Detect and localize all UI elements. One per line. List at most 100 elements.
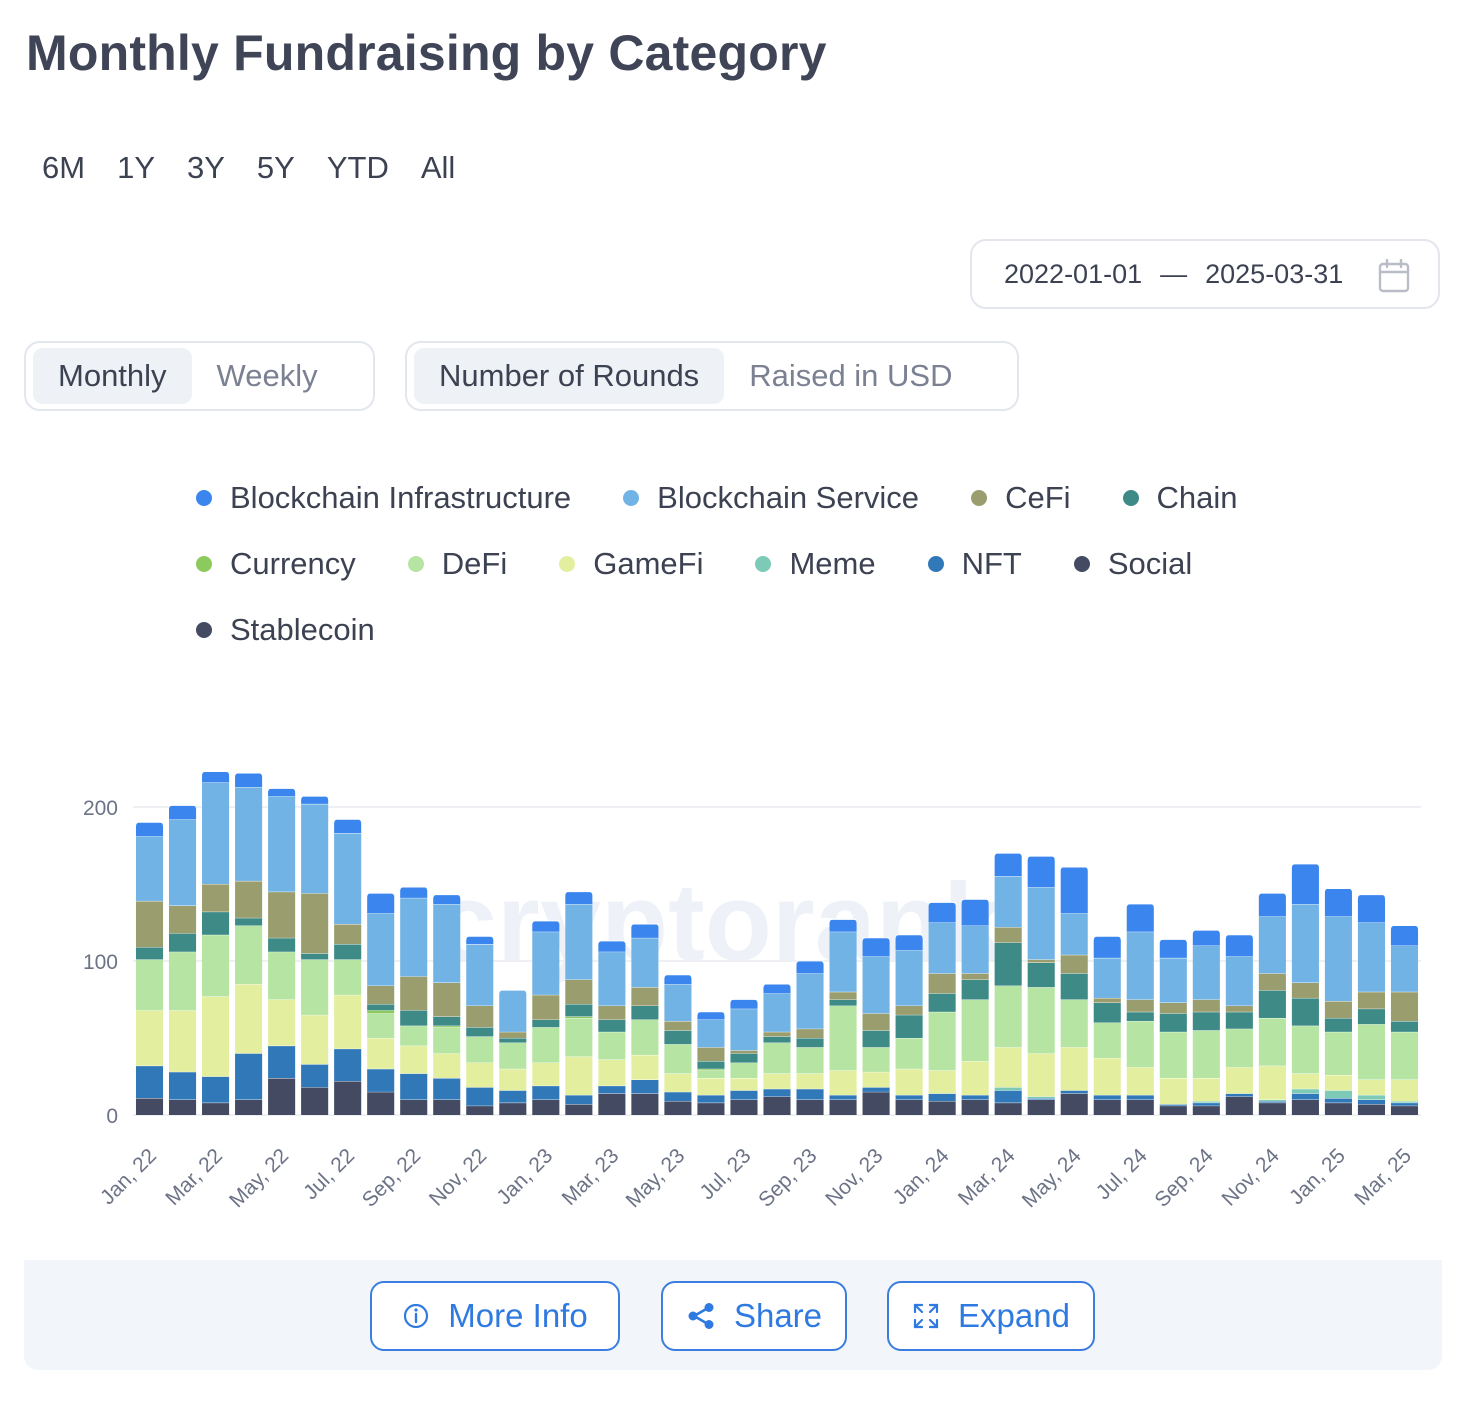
bar-segment[interactable] xyxy=(1258,1065,1286,1100)
bar-segment[interactable] xyxy=(235,880,263,918)
bar-segment[interactable] xyxy=(763,993,791,1032)
bar-segment[interactable] xyxy=(829,919,857,932)
bar-segment[interactable] xyxy=(1225,1028,1253,1068)
bar-segment[interactable] xyxy=(631,937,659,988)
bar-segment[interactable] xyxy=(235,984,263,1054)
bar-segment[interactable] xyxy=(862,937,890,957)
bar-segment[interactable] xyxy=(862,1030,890,1048)
bar-segment[interactable] xyxy=(862,1087,890,1092)
bar-segment[interactable] xyxy=(168,1099,197,1115)
bar-segment[interactable] xyxy=(1225,1005,1253,1012)
bar-segment[interactable] xyxy=(499,1068,527,1091)
bar-segment[interactable] xyxy=(367,913,395,986)
range-1y-button[interactable]: 1Y xyxy=(101,146,171,190)
bar-segment[interactable] xyxy=(1357,1104,1386,1115)
bar-segment[interactable] xyxy=(631,1054,659,1080)
bar-segment[interactable] xyxy=(631,1005,659,1020)
bar-segment[interactable] xyxy=(961,1094,989,1100)
bar-segment[interactable] xyxy=(829,1099,857,1115)
bar-segment[interactable] xyxy=(532,1085,560,1100)
bar-segment[interactable] xyxy=(895,1014,923,1038)
bar-segment[interactable] xyxy=(202,782,230,884)
legend-item[interactable]: NFT xyxy=(927,542,1022,586)
bar-segment[interactable] xyxy=(664,984,692,1022)
bar-segment[interactable] xyxy=(433,1016,461,1026)
bar-segment[interactable] xyxy=(1192,945,1220,1000)
metric-rounds-button[interactable]: Number of Rounds xyxy=(414,348,725,404)
bar-segment[interactable] xyxy=(664,1091,692,1102)
bar-segment[interactable] xyxy=(168,805,197,820)
bar-segment[interactable] xyxy=(1192,1101,1220,1103)
bar-segment[interactable] xyxy=(895,934,923,951)
bar-segment[interactable] xyxy=(796,973,824,1029)
bar-segment[interactable] xyxy=(1291,1073,1319,1089)
bar-segment[interactable] xyxy=(994,942,1022,986)
bar-segment[interactable] xyxy=(895,1099,923,1115)
bar-segment[interactable] xyxy=(400,1073,428,1100)
bar-segment[interactable] xyxy=(1225,1093,1253,1097)
range-all-button[interactable]: All xyxy=(405,146,471,190)
bar-segment[interactable] xyxy=(268,891,296,938)
bar-segment[interactable] xyxy=(1060,1047,1088,1091)
bar-segment[interactable] xyxy=(301,959,329,1015)
bar-segment[interactable] xyxy=(1159,1078,1187,1105)
bar-segment[interactable] xyxy=(301,1064,329,1088)
bar-segment[interactable] xyxy=(367,1091,395,1115)
bar-segment[interactable] xyxy=(1093,997,1121,1003)
bar-segment[interactable] xyxy=(466,1105,494,1115)
bar-segment[interactable] xyxy=(1225,1011,1253,1029)
bar-segment[interactable] xyxy=(1192,1102,1220,1106)
bar-segment[interactable] xyxy=(730,1099,758,1115)
bar-segment[interactable] xyxy=(631,924,659,938)
bar-segment[interactable] xyxy=(598,1059,626,1086)
bar-segment[interactable] xyxy=(1027,1053,1055,1097)
bar-segment[interactable] xyxy=(829,1094,857,1100)
bar-segment[interactable] xyxy=(1390,1021,1419,1032)
bar-segment[interactable] xyxy=(565,1104,593,1115)
bar-segment[interactable] xyxy=(301,803,329,894)
bar-segment[interactable] xyxy=(1093,1094,1121,1100)
range-5y-button[interactable]: 5Y xyxy=(241,146,311,190)
bar-segment[interactable] xyxy=(301,796,329,804)
bar-segment[interactable] xyxy=(1258,893,1286,917)
bar-segment[interactable] xyxy=(268,788,296,797)
bar-segment[interactable] xyxy=(1192,930,1220,946)
bar-segment[interactable] xyxy=(1192,1030,1220,1079)
bar-segment[interactable] xyxy=(631,1093,659,1115)
bar-segment[interactable] xyxy=(334,944,362,960)
bar-segment[interactable] xyxy=(1291,863,1319,905)
bar-segment[interactable] xyxy=(1126,931,1154,1000)
bar-segment[interactable] xyxy=(400,887,428,898)
bar-segment[interactable] xyxy=(1291,997,1319,1026)
bar-segment[interactable] xyxy=(268,937,296,952)
bar-segment[interactable] xyxy=(961,1099,989,1115)
bar-segment[interactable] xyxy=(763,984,791,994)
bar-segment[interactable] xyxy=(433,1078,461,1100)
bar-segment[interactable] xyxy=(433,1027,461,1054)
bar-segment[interactable] xyxy=(367,1038,395,1069)
bar-segment[interactable] xyxy=(1357,922,1386,992)
bar-segment[interactable] xyxy=(1192,1078,1220,1102)
bar-segment[interactable] xyxy=(1159,1013,1187,1032)
bar-segment[interactable] xyxy=(796,1028,824,1038)
bar-segment[interactable] xyxy=(829,991,857,1000)
bar-segment[interactable] xyxy=(1027,987,1055,1054)
bar-segment[interactable] xyxy=(1258,1017,1286,1066)
bar-segment[interactable] xyxy=(730,1050,758,1054)
bar-segment[interactable] xyxy=(1390,1079,1419,1102)
bar-segment[interactable] xyxy=(400,1045,428,1074)
share-button[interactable]: Share xyxy=(661,1281,847,1351)
bar-segment[interactable] xyxy=(829,1070,857,1095)
bar-segment[interactable] xyxy=(168,951,197,1011)
bar-segment[interactable] xyxy=(1225,934,1253,957)
bar-segment[interactable] xyxy=(1093,1002,1121,1023)
bar-segment[interactable] xyxy=(994,1047,1022,1088)
bar-segment[interactable] xyxy=(499,1038,527,1043)
bar-segment[interactable] xyxy=(1324,1001,1352,1018)
bar-segment[interactable] xyxy=(1225,956,1253,1006)
bar-segment[interactable] xyxy=(1192,999,1220,1012)
bar-segment[interactable] xyxy=(763,1031,791,1037)
bar-segment[interactable] xyxy=(466,1027,494,1037)
bar-segment[interactable] xyxy=(565,1016,593,1018)
legend-item[interactable]: Chain xyxy=(1122,476,1238,520)
